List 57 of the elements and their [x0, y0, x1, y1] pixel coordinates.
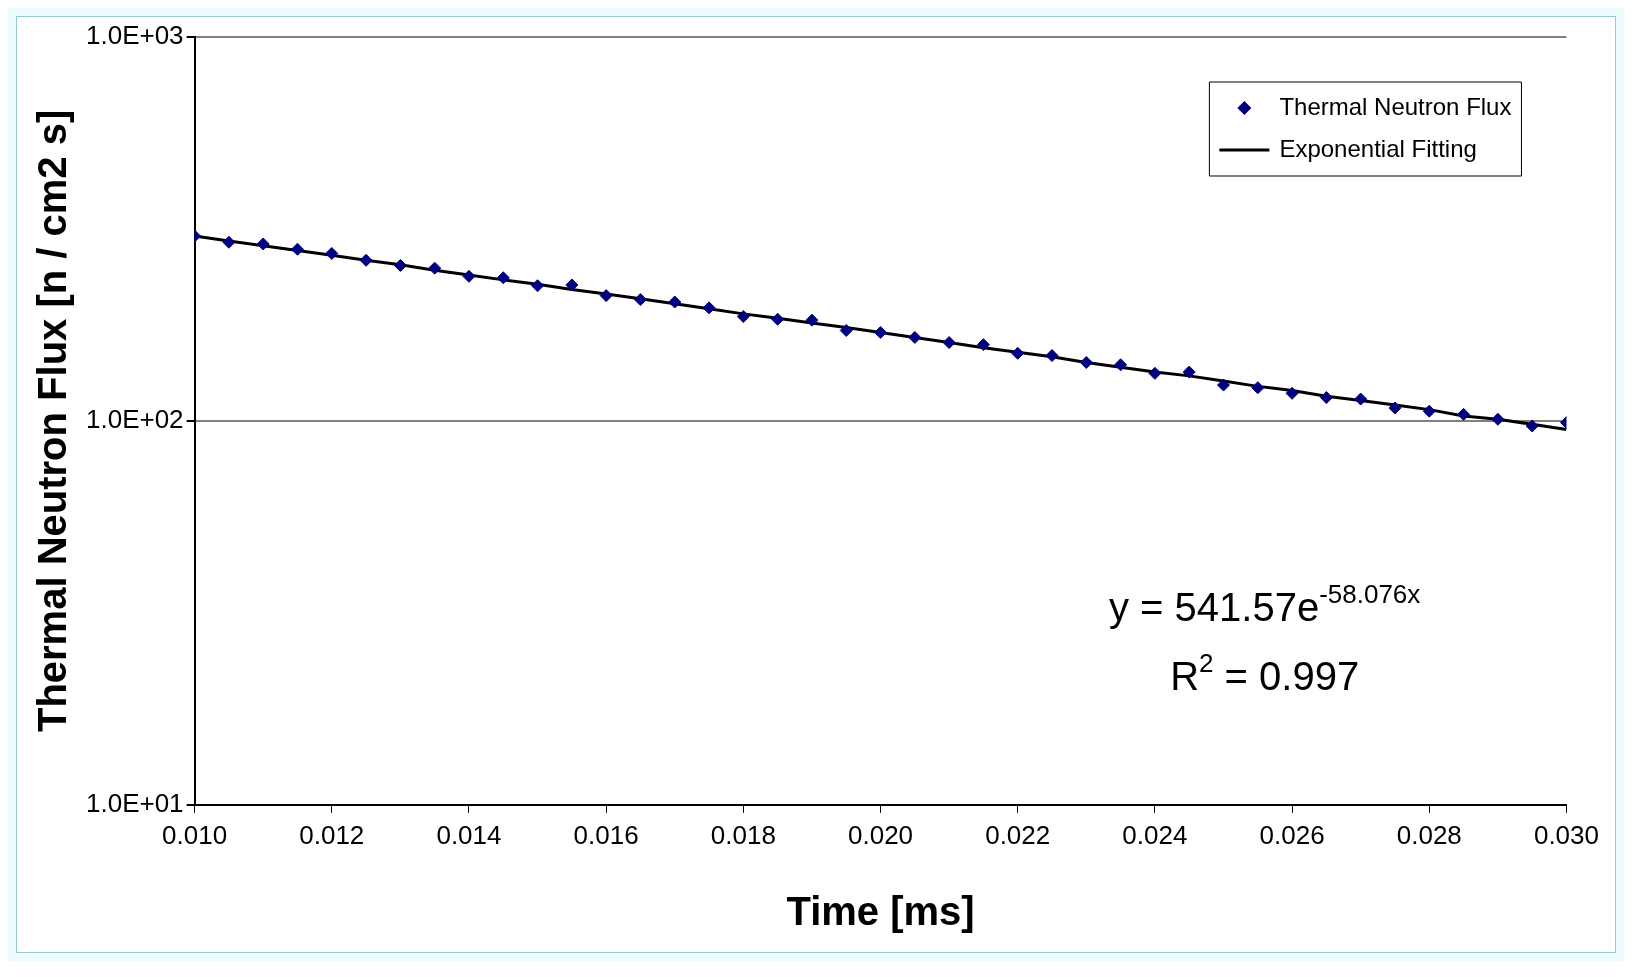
x-axis-title: Time [ms]: [786, 889, 975, 934]
x-tick-label: 0.016: [573, 819, 639, 850]
legend-label: Exponential Fitting: [1279, 134, 1477, 162]
point: [633, 293, 647, 307]
point: [805, 313, 819, 327]
point: [736, 310, 750, 324]
point: [290, 242, 304, 256]
y-axis-title: Thermal Neutron Flux [n / cm2 s]: [30, 109, 75, 733]
point: [874, 325, 888, 339]
x-tick-label: 0.030: [1533, 819, 1600, 850]
x-tick-label: 0.022: [985, 819, 1051, 850]
y-tick-label: 1.0E+01: [86, 787, 184, 818]
x-tick-label: 0.010: [162, 819, 228, 850]
point: [222, 235, 236, 249]
point: [1182, 365, 1196, 379]
point: [393, 258, 407, 272]
x-tick-label: 0.028: [1396, 819, 1462, 850]
legend-label: Thermal Neutron Flux: [1279, 92, 1512, 120]
point: [1525, 419, 1539, 433]
point: [1079, 355, 1093, 369]
point: [359, 253, 373, 267]
point: [1491, 412, 1505, 426]
x-tick-label: 0.014: [436, 819, 502, 850]
point: [702, 301, 716, 315]
point: [1457, 407, 1471, 421]
point: [1285, 386, 1299, 400]
point: [976, 338, 990, 352]
point: [1011, 346, 1025, 360]
x-tick-label: 0.012: [299, 819, 365, 850]
point: [531, 279, 545, 293]
point: [908, 330, 922, 344]
y-tick-label: 1.0E+02: [86, 404, 184, 435]
point: [1148, 366, 1162, 380]
point: [942, 336, 956, 350]
point: [462, 269, 476, 283]
point: [1319, 391, 1333, 405]
x-tick-label: 0.026: [1259, 819, 1325, 850]
y-tick-label: 1.0E+03: [86, 20, 184, 51]
x-tick-label: 0.024: [1122, 819, 1188, 850]
point: [1422, 404, 1436, 418]
point: [428, 261, 442, 275]
point: [565, 278, 579, 292]
point: [599, 289, 613, 303]
point: [256, 237, 270, 251]
point: [771, 312, 785, 326]
point: [1251, 381, 1265, 395]
point: [668, 295, 682, 309]
point: [1354, 392, 1368, 406]
x-tick-label: 0.018: [710, 819, 776, 850]
point: [839, 323, 853, 337]
point: [1388, 401, 1402, 415]
x-tick-label: 0.020: [847, 819, 914, 850]
point: [1217, 378, 1230, 392]
point: [1114, 358, 1128, 372]
point: [325, 246, 339, 260]
point: [1045, 349, 1059, 363]
point: [496, 271, 510, 285]
